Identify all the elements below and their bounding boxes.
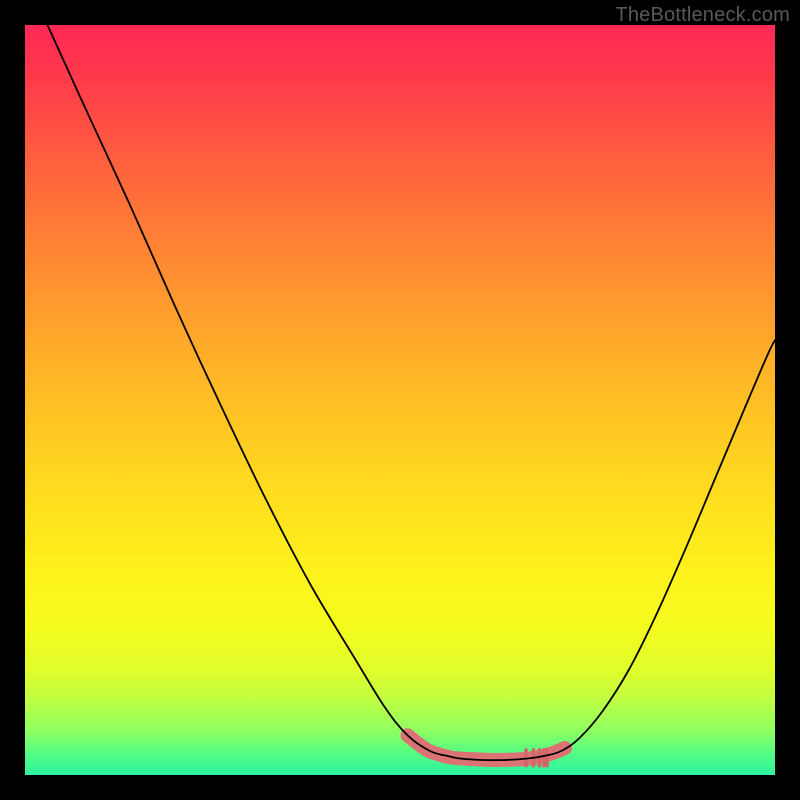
- plot-area: [25, 25, 775, 775]
- plot-svg: [25, 25, 775, 775]
- gradient-background: [25, 25, 775, 775]
- watermark-text: TheBottleneck.com: [615, 4, 790, 27]
